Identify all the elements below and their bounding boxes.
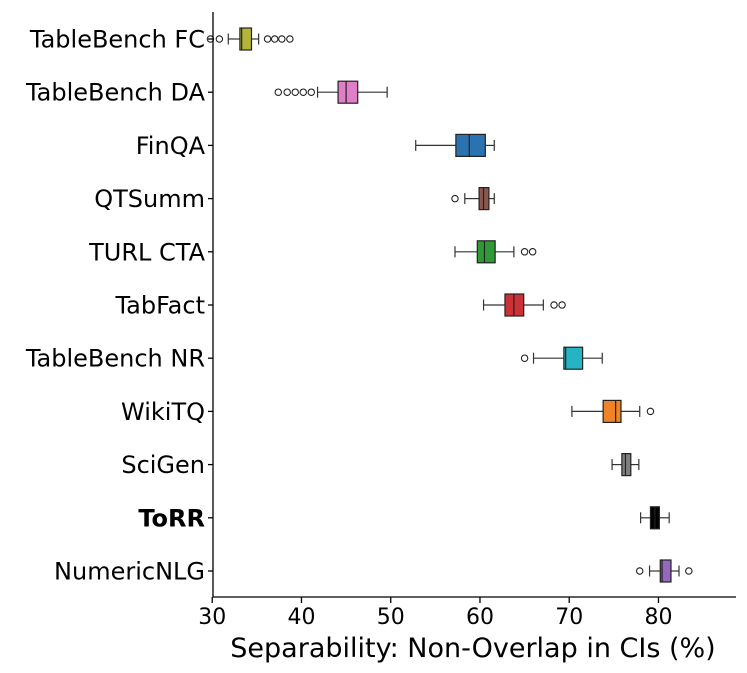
box-tablebench-da (274, 80, 388, 104)
outlier-point (558, 301, 566, 309)
category-label-tablebench-da: TableBench DA (25, 79, 206, 107)
outlier-point (291, 88, 299, 96)
outlier-point (283, 88, 291, 96)
outlier-point (299, 88, 308, 96)
x-tick-label-70: 70 (555, 605, 583, 630)
outlier-point (520, 354, 529, 362)
category-label-numericnlg: NumericNLG (54, 558, 205, 586)
category-labels: TableBench FC TableBench DA FinQA QTSumm TUR… (25, 26, 206, 586)
iqr-box (602, 399, 622, 423)
outlier-point (520, 248, 529, 256)
outlier-point (263, 35, 272, 43)
plot-area (206, 27, 693, 583)
outlier-point (270, 35, 279, 43)
outlier-point (635, 567, 644, 575)
category-label-finqa: FinQA (136, 132, 206, 160)
outlier-point (451, 194, 459, 203)
x-tick-label-60: 60 (466, 605, 494, 630)
box-tablebench-fc (206, 27, 294, 51)
x-tick-label-80: 80 (644, 605, 672, 630)
x-tick-label-30: 30 (198, 605, 226, 630)
outlier-point (685, 567, 693, 575)
box-tabfact (482, 293, 566, 317)
box-torr (640, 506, 670, 530)
iqr-box (476, 240, 496, 264)
category-label-wikitq: WikiTQ (121, 398, 205, 426)
outlier-point (286, 35, 294, 43)
category-label-scigen: SciGen (121, 451, 205, 479)
box-finqa (415, 133, 495, 157)
box-turl-cta (454, 240, 537, 264)
outlier-point (550, 301, 558, 309)
x-axis: 30 40 50 60 70 80 (198, 12, 736, 630)
iqr-box (621, 453, 632, 477)
category-label-tablebench-nr: TableBench NR (25, 345, 205, 373)
iqr-box (337, 80, 359, 104)
iqr-box (563, 346, 584, 370)
x-tick-label-50: 50 (377, 605, 405, 630)
outlier-point (646, 407, 655, 416)
box-scigen (611, 453, 640, 477)
iqr-box (455, 133, 486, 157)
category-label-tablebench-fc: TableBench FC (29, 26, 205, 54)
outlier-point (278, 35, 286, 43)
box-numericnlg (635, 559, 693, 583)
category-label-torr: ToRR (138, 504, 205, 532)
iqr-box (239, 27, 253, 51)
outlier-point (215, 35, 224, 43)
outlier-point (528, 248, 537, 256)
category-label-tabfact: TabFact (114, 292, 205, 320)
outlier-point (274, 88, 283, 96)
box-tablebench-nr (520, 346, 603, 370)
category-label-turl-cta: TURL CTA (88, 238, 205, 266)
category-label-qtsumm: QTSumm (94, 185, 205, 213)
iqr-box (659, 559, 672, 583)
box-wikitq (571, 399, 655, 423)
x-axis-label: Separability: Non-Overlap in CIs (%) (230, 633, 715, 664)
outlier-point (307, 88, 316, 96)
x-tick-label-40: 40 (287, 605, 315, 630)
box-qtsumm (451, 187, 495, 211)
